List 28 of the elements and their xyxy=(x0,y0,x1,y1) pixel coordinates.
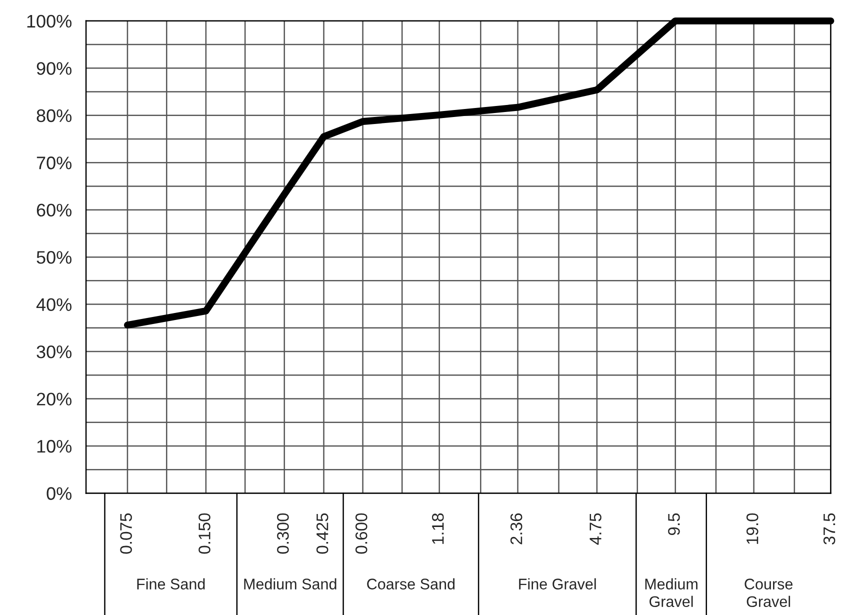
y-tick-label: 80% xyxy=(36,109,72,122)
y-tick-label: 0% xyxy=(46,487,72,500)
x-tick-label: 19.0 xyxy=(746,513,758,544)
y-tick-label: 60% xyxy=(36,204,72,217)
x-tick-label: 2.36 xyxy=(510,513,522,544)
text: Medium Sand xyxy=(244,578,336,590)
y-tick-label: 40% xyxy=(36,298,72,312)
text: Fine Sand xyxy=(137,578,205,590)
x-tick-label: 4.75 xyxy=(590,513,602,545)
x-tick-label: 0.075 xyxy=(120,513,132,554)
text: Coarse Sand xyxy=(367,578,455,590)
text: Course Gravel xyxy=(744,578,793,608)
x-tick-label: 0.425 xyxy=(316,513,328,554)
text: Fine Gravel xyxy=(519,578,596,590)
text: Medium Gravel xyxy=(645,578,698,608)
y-tick-label: 100% xyxy=(27,14,72,28)
y-tick-label: 90% xyxy=(36,62,72,75)
y-tick-label: 10% xyxy=(37,440,72,453)
x-tick-label: 37.5 xyxy=(823,513,836,544)
x-tick-label: 0.300 xyxy=(277,513,289,554)
x-tick-label: 1.18 xyxy=(432,513,444,544)
y-tick-label: 50% xyxy=(36,251,72,264)
x-tick-label: 9.5 xyxy=(668,513,680,536)
y-tick-label: 70% xyxy=(36,156,72,170)
x-tick-label: 0.600 xyxy=(355,513,368,554)
x-tick-label: 0.150 xyxy=(198,513,210,554)
y-tick-label: 30% xyxy=(36,345,72,358)
y-tick-label: 20% xyxy=(36,392,72,406)
